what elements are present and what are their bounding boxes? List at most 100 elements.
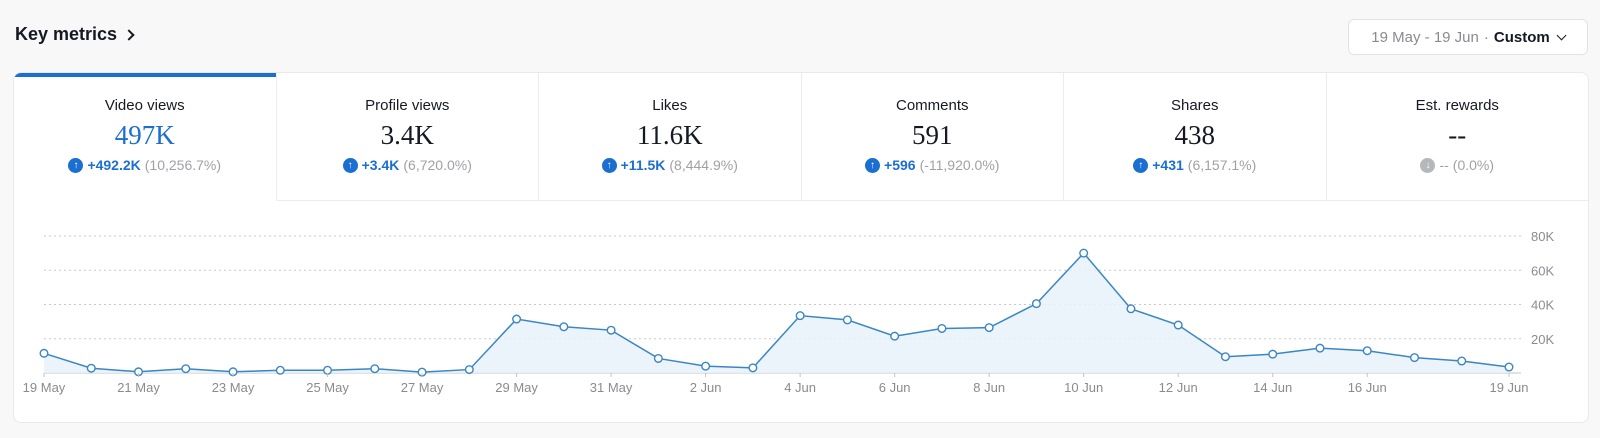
data-point xyxy=(559,322,569,332)
data-point xyxy=(984,323,994,333)
series-line xyxy=(43,251,1510,373)
data-point xyxy=(701,361,711,371)
data-point xyxy=(1173,320,1183,330)
data-point xyxy=(937,323,947,333)
metric-label: Video views xyxy=(104,97,185,114)
metric-change: ↑ +11.5K (8,444.9%) xyxy=(539,157,801,173)
chevron-right-icon xyxy=(123,29,135,41)
data-point xyxy=(1315,343,1325,353)
y-tick-label: 20K xyxy=(1531,332,1554,347)
y-tick-label: 40K xyxy=(1531,298,1554,313)
arrow-up-icon: ↑ xyxy=(68,157,84,173)
x-tick-label: 23 May xyxy=(212,380,255,395)
x-tick-label: 27 May xyxy=(401,380,444,395)
data-point xyxy=(606,325,616,335)
metric-tab-shares[interactable]: Shares 438 ↑ +431 (6,157.1%) xyxy=(1064,73,1327,201)
metric-label: Likes xyxy=(652,97,688,114)
data-point xyxy=(464,365,474,375)
data-point xyxy=(653,353,663,363)
metric-change: ↓ -- (0.0%) xyxy=(1327,157,1589,173)
metric-delta: +3.4K xyxy=(361,157,400,173)
metric-tab-video-views[interactable]: Video views 497K ↑ +492.2K (10,256.7%) xyxy=(14,73,277,201)
metric-delta: -- xyxy=(1439,157,1449,173)
x-tick-label: 2 Jun xyxy=(690,380,722,395)
y-tick-label: 60K xyxy=(1531,263,1554,278)
metric-value: 11.6K xyxy=(636,120,703,150)
chevron-down-icon xyxy=(1556,30,1567,40)
data-point xyxy=(370,364,380,374)
metric-percent: (6,720.0%) xyxy=(403,157,472,173)
metric-value: 591 xyxy=(912,120,953,150)
metric-percent: (0.0%) xyxy=(1452,157,1495,173)
metric-percent: (-11,920.0%) xyxy=(919,157,1000,173)
arrow-up-icon: ↑ xyxy=(865,157,881,173)
metric-change: ↑ +3.4K (6,720.0%) xyxy=(277,157,539,173)
data-point xyxy=(39,348,49,358)
key-metrics-title-link[interactable]: Key metrics xyxy=(15,24,135,45)
metric-tab-profile-views[interactable]: Profile views 3.4K ↑ +3.4K (6,720.0%) xyxy=(276,73,539,201)
data-point xyxy=(1409,353,1419,363)
data-point xyxy=(1268,349,1278,359)
area-fill xyxy=(44,253,1509,373)
data-point xyxy=(275,365,285,375)
key-metrics-title: Key metrics xyxy=(15,24,118,44)
metric-percent: (6,157.1%) xyxy=(1187,157,1257,173)
date-range-separator: · xyxy=(1483,28,1489,46)
metric-tab-est-rewards[interactable]: Est. rewards -- ↓ -- (0.0%) xyxy=(1326,73,1589,201)
data-point xyxy=(795,311,805,321)
metric-tabs: Video views 497K ↑ +492.2K (10,256.7%) Profil… xyxy=(14,73,1588,201)
x-tick-label: 31 May xyxy=(590,380,633,395)
metric-percent: (8,444.9%) xyxy=(669,157,738,173)
data-point xyxy=(890,331,900,341)
data-point xyxy=(842,315,852,325)
data-point xyxy=(323,365,333,375)
metric-tab-comments[interactable]: Comments 591 ↑ +596 (-11,920.0%) xyxy=(801,73,1064,201)
data-point xyxy=(1457,356,1467,366)
metric-label: Est. rewards xyxy=(1415,97,1499,114)
metric-label: Comments xyxy=(895,97,969,114)
date-range-mode: Custom xyxy=(1493,28,1550,46)
metric-change: ↑ +596 (-11,920.0%) xyxy=(802,157,1064,173)
metric-change: ↑ +492.2K (10,256.7%) xyxy=(14,157,276,173)
date-range-text: 19 May - 19 Jun xyxy=(1371,28,1479,46)
metric-change: ↑ +431 (6,157.1%) xyxy=(1064,157,1326,173)
data-point xyxy=(1220,352,1230,362)
views-chart: 20K 40K 60K 80K 19 May 21 May 23 May 25 May 27 M… xyxy=(23,229,1555,395)
x-tick-label: 14 Jun xyxy=(1253,380,1292,395)
data-point xyxy=(512,314,522,324)
metric-value: 438 xyxy=(1174,120,1216,150)
metric-tab-likes[interactable]: Likes 11.6K ↑ +11.5K (8,444.9%) xyxy=(539,73,802,201)
data-point xyxy=(1031,299,1041,309)
x-tick-label: 29 May xyxy=(495,380,538,395)
arrow-down-icon: ↓ xyxy=(1420,157,1436,173)
metric-delta: +431 xyxy=(1152,157,1184,173)
x-tick-label: 16 Jun xyxy=(1348,380,1387,395)
data-point xyxy=(1079,248,1089,258)
metric-delta: +11.5K xyxy=(620,157,666,173)
metric-percent: (10,256.7%) xyxy=(144,157,222,173)
x-tick-label: 4 Jun xyxy=(784,380,816,395)
metric-value: 3.4K xyxy=(380,120,434,150)
data-point xyxy=(1504,362,1514,372)
metric-value: 497K xyxy=(114,120,175,150)
x-tick-label: 19 May xyxy=(23,380,66,395)
data-point xyxy=(748,363,758,373)
metric-delta: +492.2K xyxy=(87,157,141,173)
x-tick-label: 25 May xyxy=(306,380,349,395)
metric-delta: +596 xyxy=(884,157,916,173)
key-metrics-header: Key metrics 19 May - 19 Jun · Custom xyxy=(15,0,1600,72)
arrow-up-icon: ↑ xyxy=(601,157,617,173)
x-tick-label: 10 Jun xyxy=(1064,380,1103,395)
x-tick-label: 19 Jun xyxy=(1489,380,1528,395)
metrics-card: Video views 497K ↑ +492.2K (10,256.7%) Profil… xyxy=(13,72,1589,423)
metric-label: Profile views xyxy=(365,97,450,114)
arrow-up-icon: ↑ xyxy=(342,157,358,173)
y-tick-label: 80K xyxy=(1531,229,1554,244)
x-tick-label: 21 May xyxy=(117,380,160,395)
arrow-up-icon: ↑ xyxy=(1133,157,1149,173)
x-tick-label: 6 Jun xyxy=(879,380,911,395)
metric-value: -- xyxy=(1448,120,1467,150)
date-range-dropdown[interactable]: 19 May - 19 Jun · Custom xyxy=(1348,19,1588,55)
data-point xyxy=(181,364,191,374)
data-point xyxy=(1126,304,1136,314)
